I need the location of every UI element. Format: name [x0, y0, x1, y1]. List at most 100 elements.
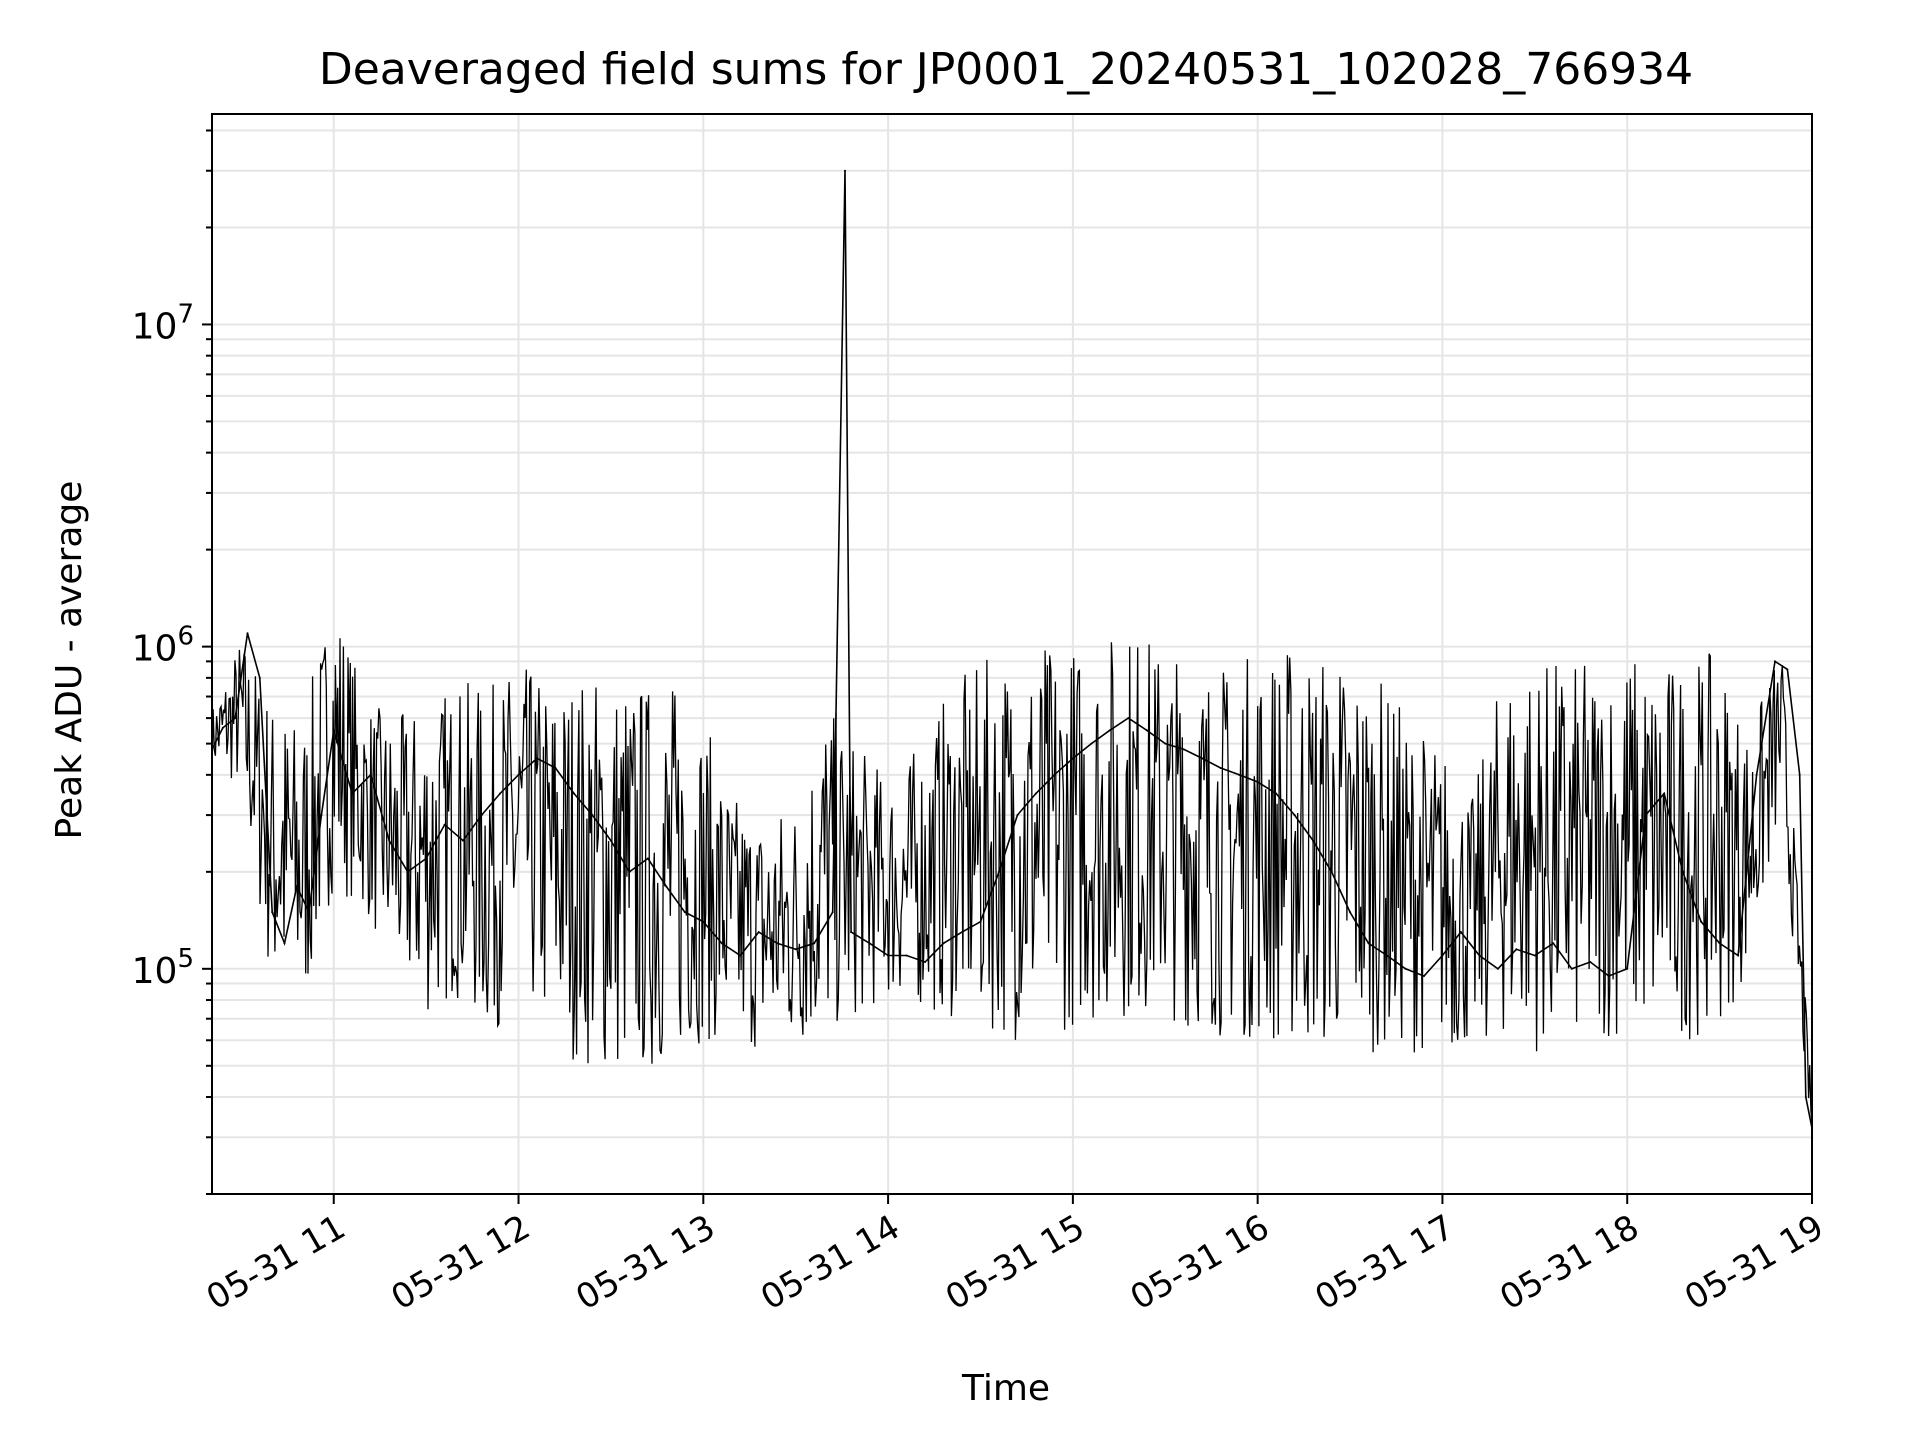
data-point: [258, 676, 261, 679]
data-point: [246, 632, 249, 635]
data-point: [997, 870, 1000, 873]
data-point: [868, 942, 871, 945]
data-point: [1700, 920, 1703, 923]
data-point: [1053, 773, 1056, 776]
data-point: [1219, 767, 1222, 770]
series-noise-trace: [211, 638, 1813, 1124]
data-point: [406, 870, 409, 873]
data-point: [1404, 967, 1407, 970]
data-point: [1349, 911, 1352, 914]
data-point: [831, 911, 834, 914]
data-point: [1256, 781, 1259, 784]
data-point: [295, 885, 298, 888]
data-point: [462, 839, 465, 842]
data-point: [1071, 757, 1074, 760]
data-point: [1330, 870, 1333, 873]
data-point: [1552, 942, 1555, 945]
data-point: [425, 857, 428, 860]
data-point: [271, 911, 274, 914]
data-point: [887, 954, 890, 957]
data-point: [1145, 729, 1148, 732]
data-point: [609, 839, 612, 842]
data-point: [813, 942, 816, 945]
data-point: [1090, 742, 1093, 745]
y-tick-label: 107: [132, 299, 194, 347]
y-tick-label: 105: [132, 944, 194, 992]
data-point: [332, 729, 335, 732]
data-point: [1663, 792, 1666, 795]
data-point: [1275, 792, 1278, 795]
data-point: [757, 931, 760, 934]
data-point: [1201, 757, 1204, 760]
data-point: [1127, 717, 1130, 720]
data-point: [1607, 974, 1610, 977]
data-point: [1496, 967, 1499, 970]
data-point: [1312, 839, 1315, 842]
data-point: [979, 920, 982, 923]
data-point: [351, 792, 354, 795]
data-point: [499, 792, 502, 795]
data-point: [1774, 660, 1777, 663]
data-point: [1718, 942, 1721, 945]
data-point: [1570, 967, 1573, 970]
data-point: [961, 931, 964, 934]
data-point: [665, 885, 668, 888]
data-point: [1034, 792, 1037, 795]
data-point: [1441, 954, 1444, 957]
data-point: [1478, 954, 1481, 957]
data-point: [1589, 960, 1592, 963]
data-point: [850, 931, 853, 934]
data-point: [739, 954, 742, 957]
data-point: [1386, 954, 1389, 957]
data-point: [720, 942, 723, 945]
data-point: [1786, 668, 1789, 671]
data-point: [1644, 814, 1647, 817]
data-point: [843, 169, 846, 172]
data-point: [536, 757, 539, 760]
data-point: [320, 814, 323, 817]
data-point: [1182, 748, 1185, 751]
data-point: [1422, 974, 1425, 977]
data-point: [1016, 814, 1019, 817]
data-point: [1626, 967, 1629, 970]
data-area: [211, 169, 1813, 1130]
data-point: [1459, 931, 1462, 934]
y-tick-label: 106: [132, 622, 194, 670]
data-point: [794, 948, 797, 951]
data-point: [1681, 870, 1684, 873]
data-point: [443, 823, 446, 826]
data-point: [283, 942, 286, 945]
data-point: [1293, 814, 1296, 817]
data-point: [1804, 1096, 1807, 1099]
data-point: [1164, 742, 1167, 745]
plot-frame: [211, 113, 1813, 1195]
data-point: [554, 767, 557, 770]
data-point: [1798, 773, 1801, 776]
data-point: [480, 814, 483, 817]
x-axis-label: Time: [961, 1368, 1050, 1409]
data-point: [1515, 948, 1518, 951]
data-point: [517, 773, 520, 776]
data-point: [572, 792, 575, 795]
data-point: [646, 857, 649, 860]
data-point: [234, 717, 237, 720]
data-point: [1755, 773, 1758, 776]
data-point: [388, 839, 391, 842]
data-point: [702, 920, 705, 923]
data-point: [924, 960, 927, 963]
data-point: [1367, 942, 1370, 945]
data-point: [369, 773, 372, 776]
data-point: [308, 911, 311, 914]
chart-title: Deaveraged field sums for JP0001_2024053…: [319, 44, 1693, 95]
data-point: [591, 814, 594, 817]
data-point: [1238, 773, 1241, 776]
data-point: [1533, 954, 1536, 957]
series-line: [211, 170, 1813, 1129]
data-point: [776, 942, 779, 945]
data-point: [1737, 954, 1740, 957]
data-point: [683, 911, 686, 914]
data-point: [905, 954, 908, 957]
data-point: [942, 942, 945, 945]
data-point: [1108, 729, 1111, 732]
